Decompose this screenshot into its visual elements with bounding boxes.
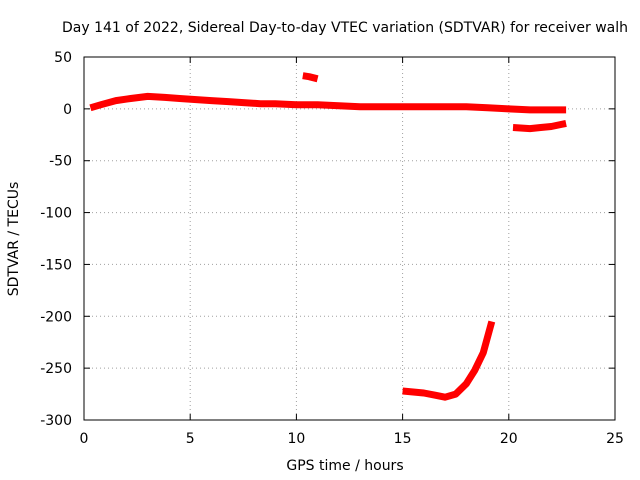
- series-late-arc: [512, 119, 567, 133]
- chart-title: Day 141 of 2022, Sidereal Day-to-day VTE…: [62, 20, 628, 36]
- y-tick-label: -250: [40, 361, 72, 377]
- x-tick-label: 0: [80, 431, 89, 447]
- y-tick-label: -100: [40, 206, 72, 222]
- x-axis-title: GPS time / hours: [286, 458, 403, 474]
- series-deep-arc: [402, 320, 496, 401]
- grid: [84, 57, 615, 420]
- y-tick-label: -50: [49, 154, 72, 170]
- x-tick-label: 5: [186, 431, 195, 447]
- y-tick-label: -200: [40, 309, 72, 325]
- series-group: [89, 72, 567, 401]
- plot-frame: [83, 56, 616, 421]
- axes: 0 5 10 15 20 25 50 0 -50 -100 -150 -200 -250 -300: [40, 50, 624, 447]
- y-tick-label: 0: [63, 102, 72, 118]
- y-tick-label: 50: [54, 50, 72, 66]
- y-tick-label: -150: [40, 257, 72, 273]
- series-main-arc: [89, 92, 567, 114]
- series-short-arc: [302, 72, 319, 83]
- y-axis-title: SDTVAR / TECUs: [6, 182, 22, 297]
- x-tick-label: 15: [394, 431, 412, 447]
- x-tick-label: 20: [500, 431, 518, 447]
- x-tick-label: 10: [287, 431, 305, 447]
- x-tick-label: 25: [606, 431, 624, 447]
- y-tick-label: -300: [40, 413, 72, 429]
